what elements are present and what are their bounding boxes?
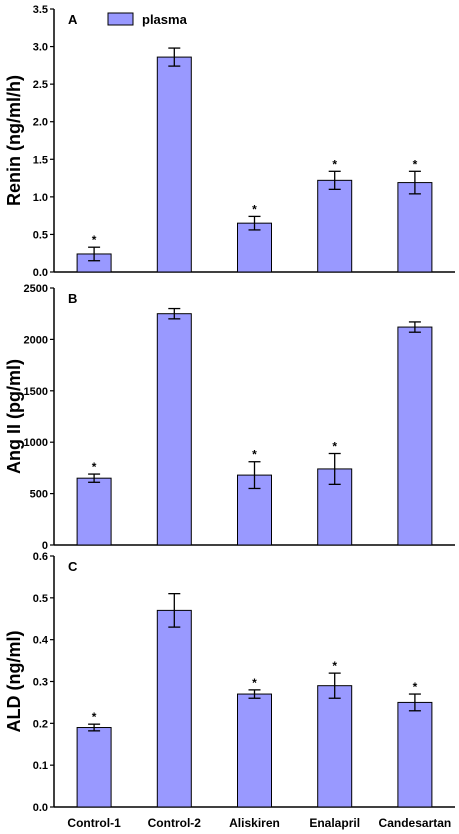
y-tick-label: 1500 bbox=[24, 386, 48, 398]
y-tick-label: 0 bbox=[42, 540, 48, 552]
y-tick-label: 0.4 bbox=[33, 635, 49, 647]
y-tick-label: 2.5 bbox=[33, 79, 48, 91]
y-tick-label: 0.0 bbox=[33, 802, 48, 814]
y-tick-label: 1.5 bbox=[33, 154, 48, 166]
bar-enalapril bbox=[317, 179, 353, 273]
bar-control-1 bbox=[76, 477, 112, 546]
x-category-label: Control-2 bbox=[148, 816, 202, 830]
y-tick-label: 2500 bbox=[24, 283, 48, 295]
bar-aliskiren bbox=[237, 693, 272, 808]
y-axis-label: Renin (ng/ml/h) bbox=[4, 75, 24, 206]
y-tick-label: 3.5 bbox=[33, 4, 48, 16]
panel-a: 0.0 0.5 1.0 1.5 2.0 2.5 3.0 3.5 Renin (ng/ml/h) A… bbox=[4, 4, 455, 279]
panel-label: A bbox=[68, 12, 78, 27]
x-category-label: Control-1 bbox=[67, 816, 121, 830]
y-tick-label: 2000 bbox=[24, 334, 48, 346]
bar-control-2 bbox=[156, 56, 192, 273]
bar-candesartan bbox=[397, 701, 433, 808]
bar-candesartan bbox=[397, 182, 433, 273]
legend-swatch bbox=[107, 12, 134, 26]
bar-enalapril bbox=[317, 468, 353, 546]
panel-c: 0.0 0.1 0.2 0.3 0.4 0.5 0.6 ALD (ng/ml) C * * * * Con… bbox=[4, 551, 455, 830]
y-axis-label: ALD (ng/ml) bbox=[4, 631, 24, 733]
x-category-label: Enalapril bbox=[309, 816, 360, 830]
bar-control-2 bbox=[156, 313, 192, 546]
x-category-label: Aliskiren bbox=[229, 816, 280, 830]
bar-enalapril bbox=[317, 685, 353, 808]
y-tick-label: 0.3 bbox=[33, 677, 48, 689]
panel-label: B bbox=[68, 291, 77, 306]
significance-star: * bbox=[252, 448, 257, 462]
significance-star: * bbox=[413, 680, 418, 694]
panel-label: C bbox=[68, 559, 78, 574]
y-tick-label: 0.5 bbox=[33, 593, 48, 605]
significance-star: * bbox=[413, 157, 418, 171]
legend-label: plasma bbox=[142, 12, 188, 27]
y-tick-label: 0.6 bbox=[33, 551, 48, 563]
y-tick-label: 1.0 bbox=[33, 192, 48, 204]
significance-star: * bbox=[332, 157, 337, 171]
significance-star: * bbox=[92, 233, 97, 247]
bar-candesartan bbox=[397, 326, 433, 546]
significance-star: * bbox=[252, 676, 257, 690]
x-category-label: Candesartan bbox=[379, 816, 452, 830]
y-tick-label: 3.0 bbox=[33, 42, 48, 54]
bar-control-2 bbox=[156, 609, 192, 808]
significance-star: * bbox=[252, 202, 257, 216]
significance-star: * bbox=[332, 440, 337, 454]
y-tick-label: 2.0 bbox=[33, 117, 48, 129]
y-tick-label: 0.0 bbox=[33, 267, 48, 279]
y-tick-label: 1000 bbox=[24, 437, 48, 449]
bar-control-1 bbox=[76, 727, 112, 808]
y-tick-label: 500 bbox=[30, 489, 48, 501]
y-tick-label: 0.1 bbox=[33, 760, 48, 772]
significance-star: * bbox=[92, 460, 97, 474]
significance-star: * bbox=[332, 659, 337, 673]
significance-star: * bbox=[92, 710, 97, 724]
panel-b: 0 500 1000 1500 2000 2500 Ang II (pg/ml) B * * * bbox=[4, 283, 455, 552]
y-tick-label: 0.2 bbox=[33, 718, 48, 730]
y-axis-label: Ang II (pg/ml) bbox=[4, 359, 24, 474]
y-tick-label: 0.5 bbox=[33, 229, 48, 241]
